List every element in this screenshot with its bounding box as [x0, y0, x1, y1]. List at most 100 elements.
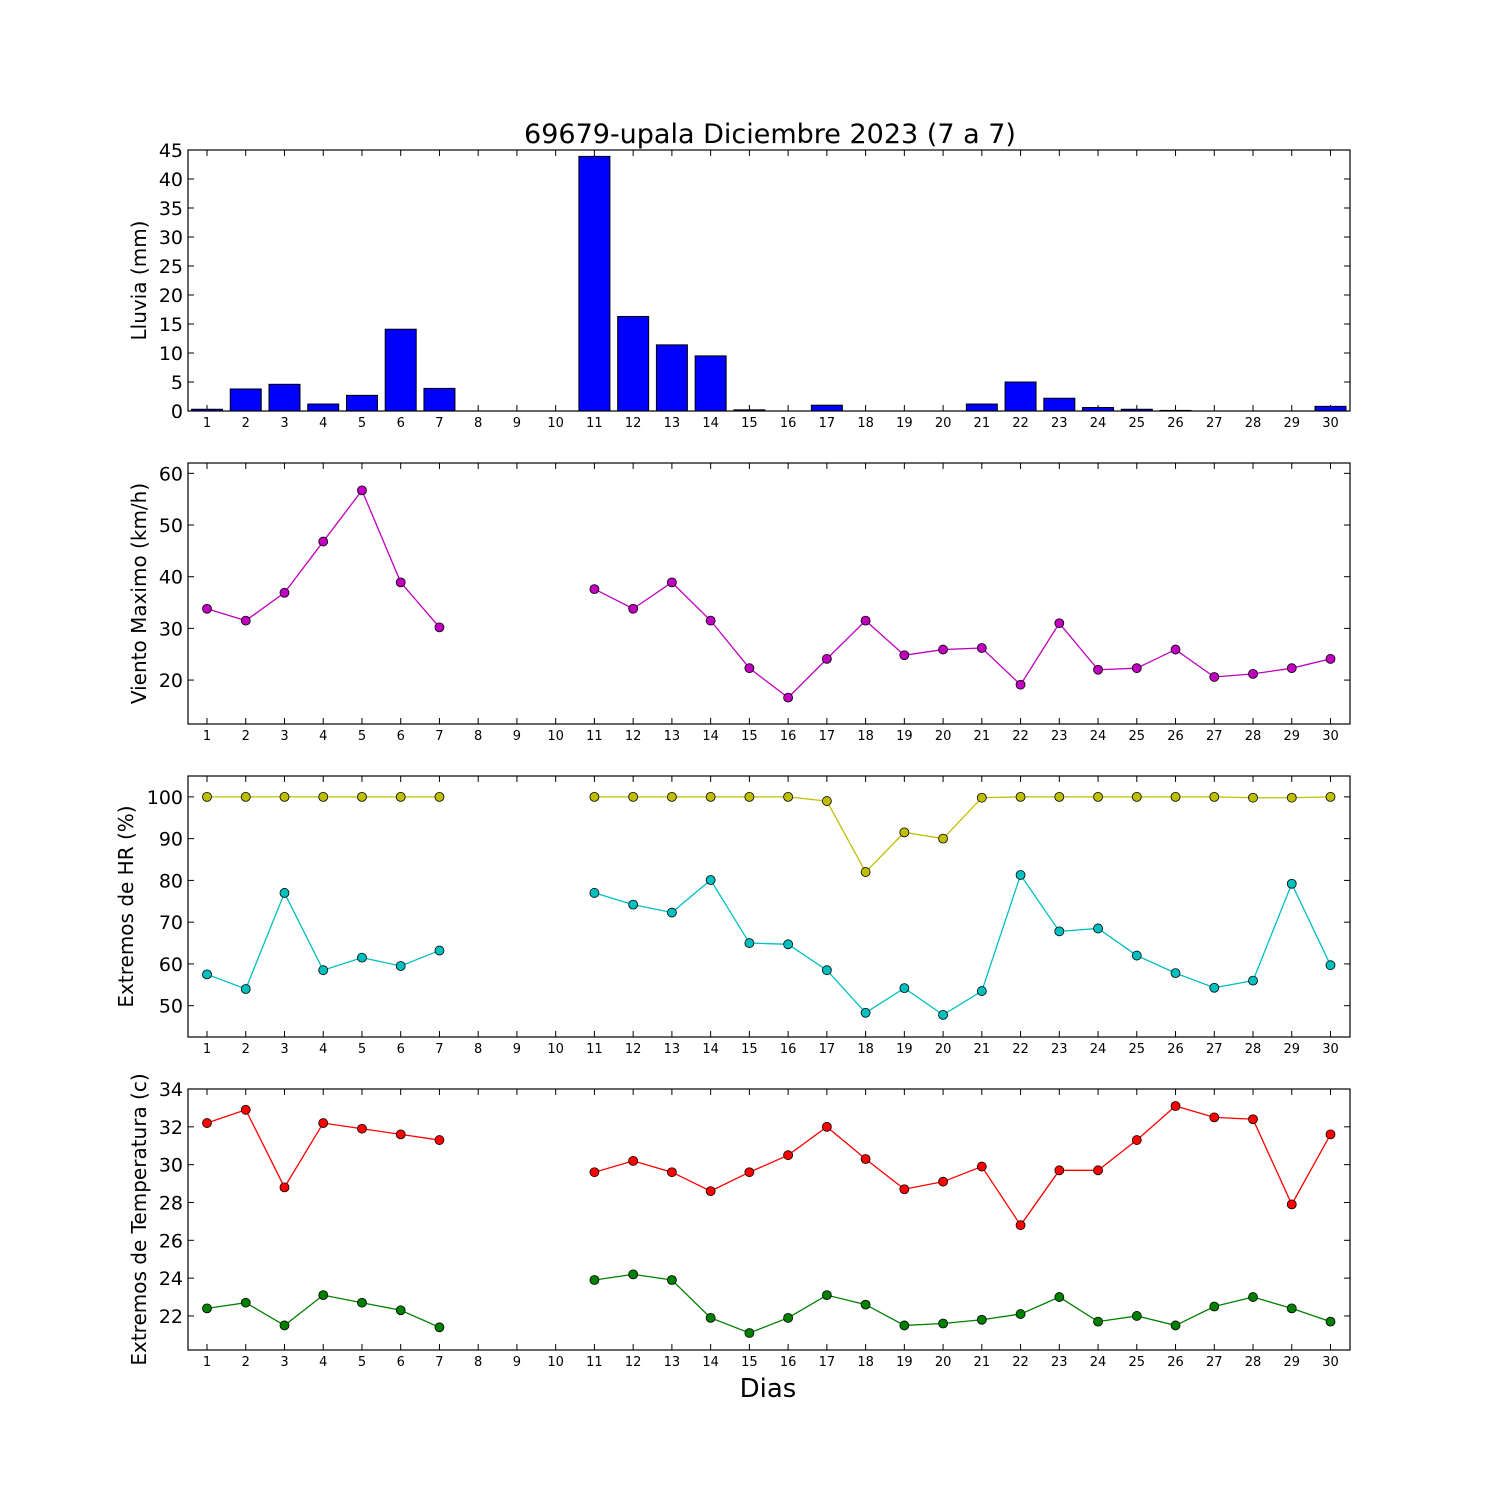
rain-bar — [423, 387, 456, 412]
temp-data-point — [1325, 1129, 1336, 1140]
hr-xtick-label: 1 — [203, 1042, 211, 1057]
wind-data-point — [899, 650, 910, 661]
hr-data-point — [705, 875, 716, 885]
hr-data-point — [1093, 791, 1103, 802]
rain-y-axis-label: Lluvia (mm) — [127, 221, 151, 341]
hr-data-point — [899, 983, 910, 994]
wind-xtick-label: 15 — [741, 729, 758, 744]
wind-xtick-label: 4 — [319, 729, 327, 744]
hr-data-point — [589, 791, 600, 802]
temp-xtick-label: 3 — [280, 1355, 288, 1370]
hr-xtick-label: 29 — [1283, 1042, 1300, 1057]
wind-data-point — [1015, 679, 1026, 690]
temp-xtick-label: 6 — [397, 1355, 405, 1370]
rain-xtick-label: 1 — [203, 416, 211, 431]
temp-data-point — [1209, 1112, 1220, 1123]
wind-ytick-label: 30 — [159, 618, 183, 640]
hr-data-point — [279, 888, 290, 898]
hr-xtick-label: 8 — [474, 1042, 482, 1057]
wind-data-point — [434, 622, 445, 633]
wind-ytick-label: 50 — [159, 515, 183, 537]
temp-data-point — [318, 1118, 329, 1128]
temp-xtick-label: 18 — [857, 1355, 874, 1370]
temp-xtick-label: 20 — [935, 1355, 952, 1370]
hr-ytick-label: 90 — [159, 829, 183, 851]
temp-xtick-label: 28 — [1245, 1355, 1262, 1370]
hr-data-point — [1170, 968, 1181, 979]
hr-xtick-label: 22 — [1012, 1042, 1029, 1057]
rain-bar — [268, 383, 301, 412]
temp-data-point — [1286, 1303, 1297, 1314]
wind-xtick-label: 28 — [1245, 729, 1262, 744]
hr-xtick-label: 11 — [586, 1042, 603, 1057]
hr-xtick-label: 15 — [741, 1042, 758, 1057]
temp-data-point — [1054, 1292, 1065, 1302]
wind-data-point — [860, 615, 871, 626]
temp-data-point — [1131, 1135, 1142, 1145]
hr-data-point — [666, 791, 677, 802]
wind-data-point — [1054, 618, 1065, 629]
hr-data-point — [744, 938, 755, 948]
hr-data-point — [202, 969, 212, 980]
hr-xtick-label: 14 — [702, 1042, 719, 1057]
temp-xtick-label: 5 — [358, 1355, 366, 1370]
wind-xtick-label: 17 — [819, 729, 836, 744]
hr-ytick-label: 80 — [159, 870, 183, 892]
temp-data-point — [357, 1123, 367, 1134]
hr-data-point — [821, 796, 832, 806]
wind-xtick-label: 23 — [1051, 729, 1068, 744]
hr-data-point — [434, 945, 445, 956]
temp-data-point — [279, 1320, 290, 1331]
hr-data-point — [821, 965, 832, 976]
temp-data-point — [860, 1154, 871, 1164]
temp-data-point — [705, 1312, 716, 1323]
temp-ytick-label: 34 — [159, 1079, 183, 1101]
hr-xtick-label: 12 — [625, 1042, 642, 1057]
hr-data-point — [1248, 975, 1258, 986]
temp-xtick-label: 29 — [1283, 1355, 1300, 1370]
rain-bar — [1043, 397, 1076, 412]
hr-ytick-label: 100 — [147, 787, 183, 809]
wind-xtick-label: 19 — [896, 729, 913, 744]
temp-xtick-label: 8 — [474, 1355, 482, 1370]
temp-xtick-label: 26 — [1167, 1355, 1184, 1370]
temp-data-point — [744, 1167, 755, 1178]
temp-data-point — [202, 1303, 212, 1314]
wind-xtick-label: 12 — [625, 729, 642, 744]
rain-xtick-label: 10 — [547, 416, 564, 431]
wind-ytick-label: 20 — [159, 670, 183, 692]
rain-bar — [655, 344, 688, 412]
wind-xtick-label: 2 — [242, 729, 250, 744]
rain-xtick-label: 6 — [397, 416, 405, 431]
rain-xtick-label: 19 — [896, 416, 913, 431]
x-axis-label: Dias — [740, 1374, 797, 1404]
hr-data-point — [395, 961, 406, 971]
temp-xtick-label: 9 — [513, 1355, 521, 1370]
temp-data-point — [240, 1297, 251, 1308]
hr-xtick-label: 18 — [857, 1042, 874, 1057]
temp-ytick-label: 32 — [159, 1117, 183, 1139]
rain-ytick-label: 20 — [159, 285, 183, 307]
rain-xtick-label: 11 — [586, 416, 603, 431]
hr-ytick-label: 50 — [159, 996, 183, 1018]
hr-data-point — [318, 965, 329, 976]
temp-data-point — [395, 1129, 406, 1140]
temp-xtick-label: 24 — [1090, 1355, 1107, 1370]
wind-xtick-label: 3 — [280, 729, 288, 744]
temp-xtick-label: 30 — [1322, 1355, 1339, 1370]
wind-plot-frame — [187, 462, 1351, 725]
temp-data-point — [976, 1314, 987, 1325]
temp-data-point — [202, 1118, 212, 1128]
temp-data-point — [628, 1269, 639, 1280]
rain-ytick-label: 40 — [159, 169, 183, 191]
hr-ytick-label: 60 — [159, 954, 183, 976]
temp-xtick-label: 16 — [780, 1355, 797, 1370]
temp-ytick-label: 28 — [159, 1192, 183, 1214]
rain-xtick-label: 23 — [1051, 416, 1068, 431]
rain-xtick-label: 8 — [474, 416, 482, 431]
temp-data-point — [1131, 1311, 1142, 1321]
temp-xtick-label: 11 — [586, 1355, 603, 1370]
hr-data-point — [744, 791, 755, 802]
